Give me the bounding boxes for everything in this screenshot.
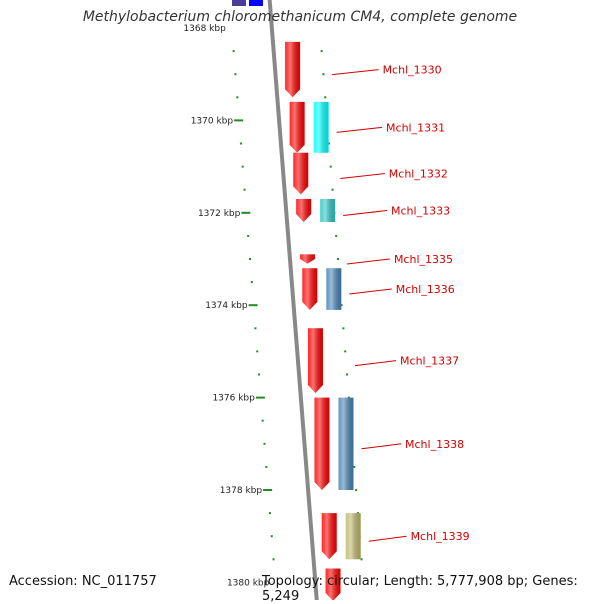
scale-tick-label: 1376 kbp [212,394,255,404]
gene-label-leader [340,173,385,180]
gene-shading [321,513,337,560]
gene-label[interactable]: Mchl_1330 [383,64,442,77]
gene-label-leader [336,126,383,133]
gene-shading [313,101,329,153]
gene-shading [326,268,342,310]
gene-shading [320,198,336,223]
gene-label[interactable]: Mchl_1337 [400,355,459,368]
gene-shading [293,152,309,195]
gene-label[interactable]: Mchl_1339 [411,530,470,543]
gene-shading [345,513,361,560]
gene-label-leader [343,209,388,216]
upstream-gene-fragment [232,0,246,6]
gene-label[interactable]: Mchl_1332 [389,168,448,181]
gene-label[interactable]: Mchl_1333 [391,204,450,217]
gene-shading [338,397,354,490]
backbone-line [267,0,319,600]
gene-shading [314,397,330,490]
gene-label[interactable]: Mchl_1331 [386,121,445,134]
gene-shading [325,568,341,600]
gene-label-leader [346,258,390,265]
scale-tick-label: 1370 kbp [191,116,234,126]
scale-tick-label: 1380 kbp [227,578,270,588]
gene-shading [296,198,312,223]
gene-shading [302,268,318,310]
gene-shading [299,254,315,264]
gene-label[interactable]: Mchl_1336 [396,283,455,296]
accession-text: Accession: NC_011757 [9,574,157,589]
gene-label[interactable]: Mchl_1335 [394,253,453,266]
gene-label-leader [361,443,402,450]
upstream-gene-fragment [249,0,263,6]
gene-shading [285,41,301,98]
scale-tick-label: 1368 kbp [183,24,226,34]
scale-tick-label: 1372 kbp [198,209,241,219]
gene-label-leader [354,360,397,367]
map-title: Methylobacterium chloromethanicum CM4, c… [82,9,518,25]
upstream-gene-fragments [232,0,263,6]
scale-tick-label: 1378 kbp [220,486,263,496]
gene-shading [289,101,305,153]
gene-shading [307,328,323,393]
gene-label-leader [368,535,407,542]
scale-tick-label: 1374 kbp [205,301,248,311]
gene-label-leader [332,69,379,76]
gene-label-leader [349,288,392,295]
gene-label[interactable]: Mchl_1338 [405,438,464,451]
